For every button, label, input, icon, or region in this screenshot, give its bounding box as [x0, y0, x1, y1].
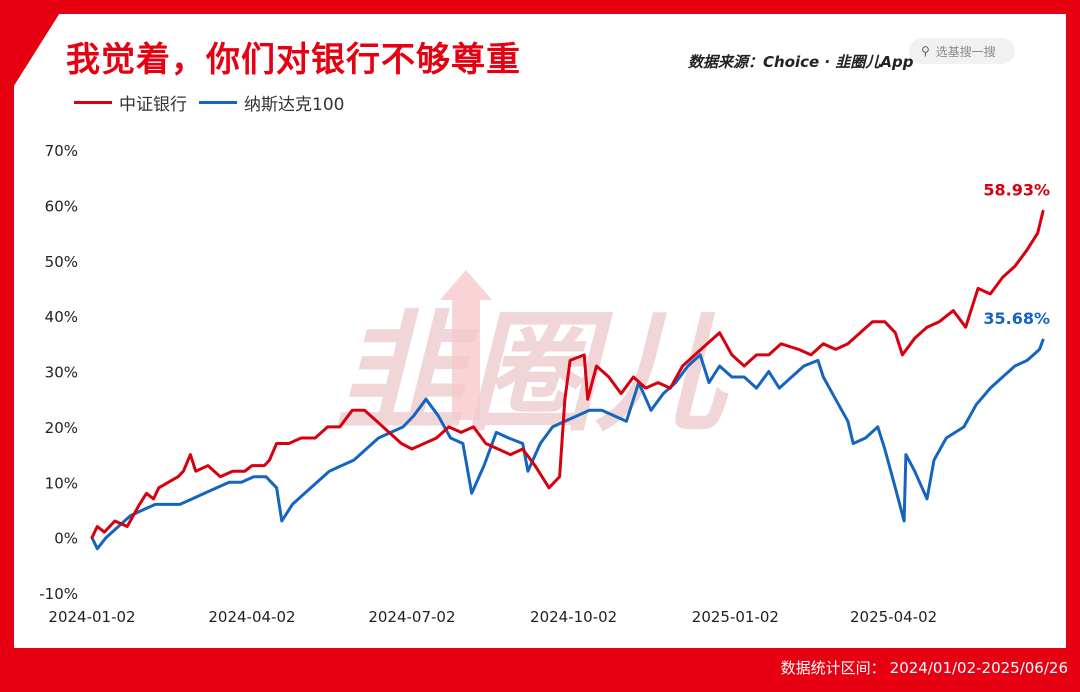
footer-label: 数据统计区间：	[780, 659, 886, 677]
y-tick-label: 40%	[45, 308, 78, 326]
y-tick-label: 0%	[54, 530, 78, 548]
corner-accent	[0, 0, 68, 108]
search-icon: ⚲	[921, 44, 930, 58]
y-tick-label: 70%	[45, 142, 78, 160]
y-tick-label: 30%	[45, 364, 78, 382]
search-box[interactable]: ⚲ 选基搜一搜	[909, 38, 1015, 64]
page-title: 我觉着，你们对银行不够尊重	[66, 40, 521, 80]
x-tick-label: 2025-04-02	[850, 608, 937, 626]
watermark-text: 韭圈儿	[335, 297, 729, 449]
end-label-bank: 58.93%	[983, 180, 1050, 199]
chart-card	[14, 14, 1066, 648]
watermark: 韭圈儿	[335, 270, 729, 449]
footer-range-value: 2024/01/02-2025/06/26	[889, 659, 1068, 677]
series-line-nasdaq	[90, 338, 1045, 551]
y-tick-label: 20%	[45, 419, 78, 437]
x-tick-label: 2024-01-02	[48, 608, 135, 626]
legend-label-nasdaq: 纳斯达克100	[244, 95, 345, 115]
y-axis: -10% 0% 10% 20% 30% 40% 50% 60% 70%	[39, 142, 78, 603]
legend-label-bank: 中证银行	[119, 95, 187, 115]
x-axis: 2024-01-02 2024-04-02 2024-07-02 2024-10-02…	[48, 608, 937, 626]
y-tick-label: -10%	[39, 585, 78, 603]
legend-item-bank: 中证银行	[74, 90, 187, 115]
search-placeholder: 选基搜一搜	[935, 44, 996, 59]
x-tick-label: 2024-04-02	[208, 608, 295, 626]
footer-range: 数据统计区间： 2024/01/02-2025/06/26	[777, 657, 1068, 678]
legend-swatch-bank	[74, 101, 112, 104]
series-line-bank	[90, 209, 1045, 540]
legend-item-nasdaq: 纳斯达克100	[199, 90, 344, 115]
y-tick-label: 10%	[45, 474, 78, 492]
y-tick-label: 60%	[45, 197, 78, 215]
end-labels: 58.93% 35.68%	[983, 180, 1050, 328]
x-tick-label: 2025-01-02	[692, 608, 779, 626]
data-source: 数据来源：Choice · 韭圈儿App	[688, 53, 914, 71]
legend-swatch-nasdaq	[199, 101, 237, 104]
y-tick-label: 50%	[45, 253, 78, 271]
x-tick-label: 2024-07-02	[368, 608, 455, 626]
chart-legend: 中证银行 纳斯达克100	[74, 90, 356, 115]
end-label-nasdaq: 35.68%	[983, 309, 1050, 328]
watermark-arrow	[440, 270, 492, 420]
x-tick-label: 2024-10-02	[530, 608, 617, 626]
series-lines	[90, 209, 1045, 551]
